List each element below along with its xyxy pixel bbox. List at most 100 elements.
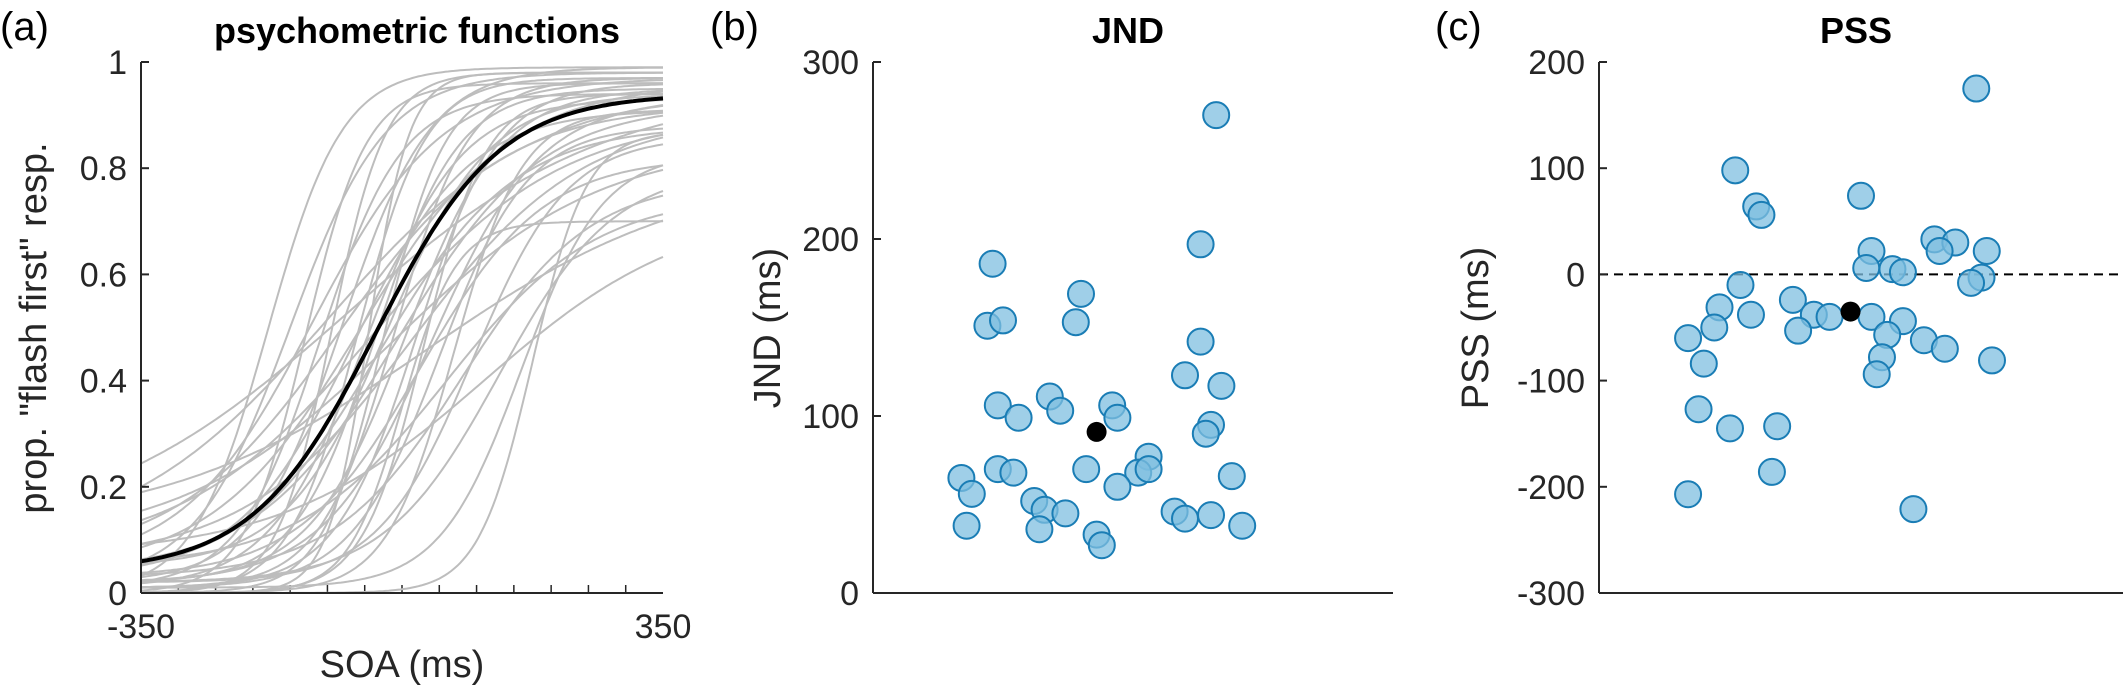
y-tick-label: 0 <box>1566 256 1585 294</box>
panel-a-y-label: prop. "flash first" resp. <box>13 142 55 513</box>
y-tick-label: -100 <box>1517 363 1585 401</box>
individual-curve <box>141 190 664 583</box>
data-point <box>1689 349 1718 378</box>
individual-curve <box>140 79 664 536</box>
data-point <box>1171 504 1199 533</box>
data-point <box>1087 531 1116 560</box>
data-point <box>1171 361 1199 390</box>
y-tick-label: 0.2 <box>80 469 127 507</box>
individual-curve <box>140 164 664 574</box>
panel-b-points <box>947 101 1257 560</box>
data-point <box>1747 200 1776 229</box>
data-point <box>1736 300 1765 329</box>
individual-curve <box>140 219 664 494</box>
data-point <box>1757 457 1786 486</box>
y-tick-label: 200 <box>1528 44 1585 82</box>
panel-c-title: PSS <box>1820 10 1892 51</box>
data-point <box>1847 181 1875 210</box>
data-point <box>989 306 1017 335</box>
individual-curve <box>140 111 664 567</box>
panel-a-x-ticks: -350 350 <box>107 608 691 646</box>
data-point <box>978 249 1007 278</box>
x-tick-label: -350 <box>107 608 175 646</box>
panel-c-letter: (c) <box>1435 5 1482 49</box>
panel-a-letter: (a) <box>0 5 49 49</box>
individual-curve <box>141 77 663 589</box>
panel-b-title: JND <box>1092 10 1164 51</box>
data-point <box>1700 313 1729 342</box>
data-point <box>1051 499 1080 528</box>
panel-a-x-label: SOA (ms) <box>320 644 485 686</box>
individual-curve <box>140 66 663 577</box>
panel-a-y-ticks: 0 0.2 0.4 0.6 0.8 1 <box>80 44 149 613</box>
mean-point <box>1086 421 1107 442</box>
panel-c-y-label: PSS (ms) <box>1455 247 1497 410</box>
individual-curve <box>140 127 664 589</box>
panel-a-title: psychometric functions <box>214 10 620 51</box>
data-point <box>1186 327 1215 356</box>
data-point <box>1025 515 1054 544</box>
individual-curve <box>140 164 664 589</box>
data-point <box>1191 419 1220 448</box>
panel-c: (c) PSS -300 -200 -100 0 100 200 PSS (ms) <box>1435 5 2123 613</box>
individual-curve <box>140 93 663 583</box>
individual-curve <box>140 136 664 545</box>
data-point <box>1103 403 1132 432</box>
data-point <box>1899 495 1928 524</box>
data-point <box>1925 237 1954 266</box>
data-point <box>1962 74 1991 103</box>
y-tick-label: 100 <box>802 398 859 436</box>
data-point <box>1763 412 1792 441</box>
individual-curve <box>140 194 664 576</box>
data-point <box>1716 414 1744 443</box>
data-point <box>1186 230 1215 259</box>
data-point <box>1004 403 1033 432</box>
data-point <box>1815 302 1844 331</box>
x-tick-label: 350 <box>635 608 692 646</box>
data-point <box>1862 360 1891 389</box>
panel-b-letter: (b) <box>710 5 759 49</box>
panel-a: (a) psychometric functions 0 0.2 0.4 0.6 0.8… <box>0 5 691 686</box>
data-point <box>1784 316 1813 345</box>
y-tick-label: 100 <box>1528 150 1585 188</box>
panel-c-y-ticks: -300 -200 -100 0 100 200 <box>1517 44 1607 613</box>
data-point <box>1228 511 1257 540</box>
data-point <box>1207 371 1236 400</box>
data-point <box>1726 271 1755 300</box>
data-point <box>1046 396 1075 425</box>
panel-b-y-label: JND (ms) <box>747 248 789 408</box>
data-point <box>999 458 1028 487</box>
data-point <box>1067 279 1095 308</box>
individual-curve <box>141 133 664 594</box>
y-tick-label: 1 <box>108 44 127 82</box>
panel-b-y-ticks: 0 100 200 300 <box>802 44 881 613</box>
data-point <box>1674 480 1703 509</box>
data-point <box>1778 285 1807 314</box>
y-tick-label: 200 <box>802 221 859 259</box>
data-point <box>952 511 981 540</box>
individual-curve <box>140 143 664 583</box>
data-point <box>1957 268 1986 297</box>
individual-curve <box>140 213 664 562</box>
individual-curve <box>141 83 664 589</box>
data-point <box>983 391 1012 420</box>
data-point <box>957 479 986 508</box>
data-point <box>1134 455 1163 484</box>
y-tick-label: 0.6 <box>80 256 127 294</box>
panel-b: (b) JND 0 100 200 300 JND (ms) <box>710 5 1393 613</box>
data-point <box>1072 455 1101 484</box>
y-tick-label: -200 <box>1517 469 1585 507</box>
mean-point <box>1840 301 1861 322</box>
y-tick-label: 300 <box>802 44 859 82</box>
data-point <box>1061 308 1090 337</box>
data-point <box>1202 101 1231 130</box>
data-point <box>1888 258 1917 287</box>
data-point <box>1197 501 1225 530</box>
data-point <box>1972 237 2001 266</box>
individual-curve <box>140 104 664 582</box>
individual-curve <box>140 133 664 522</box>
y-tick-label: -300 <box>1517 575 1585 613</box>
panel-c-points <box>1674 74 2006 524</box>
data-point <box>1721 156 1750 185</box>
